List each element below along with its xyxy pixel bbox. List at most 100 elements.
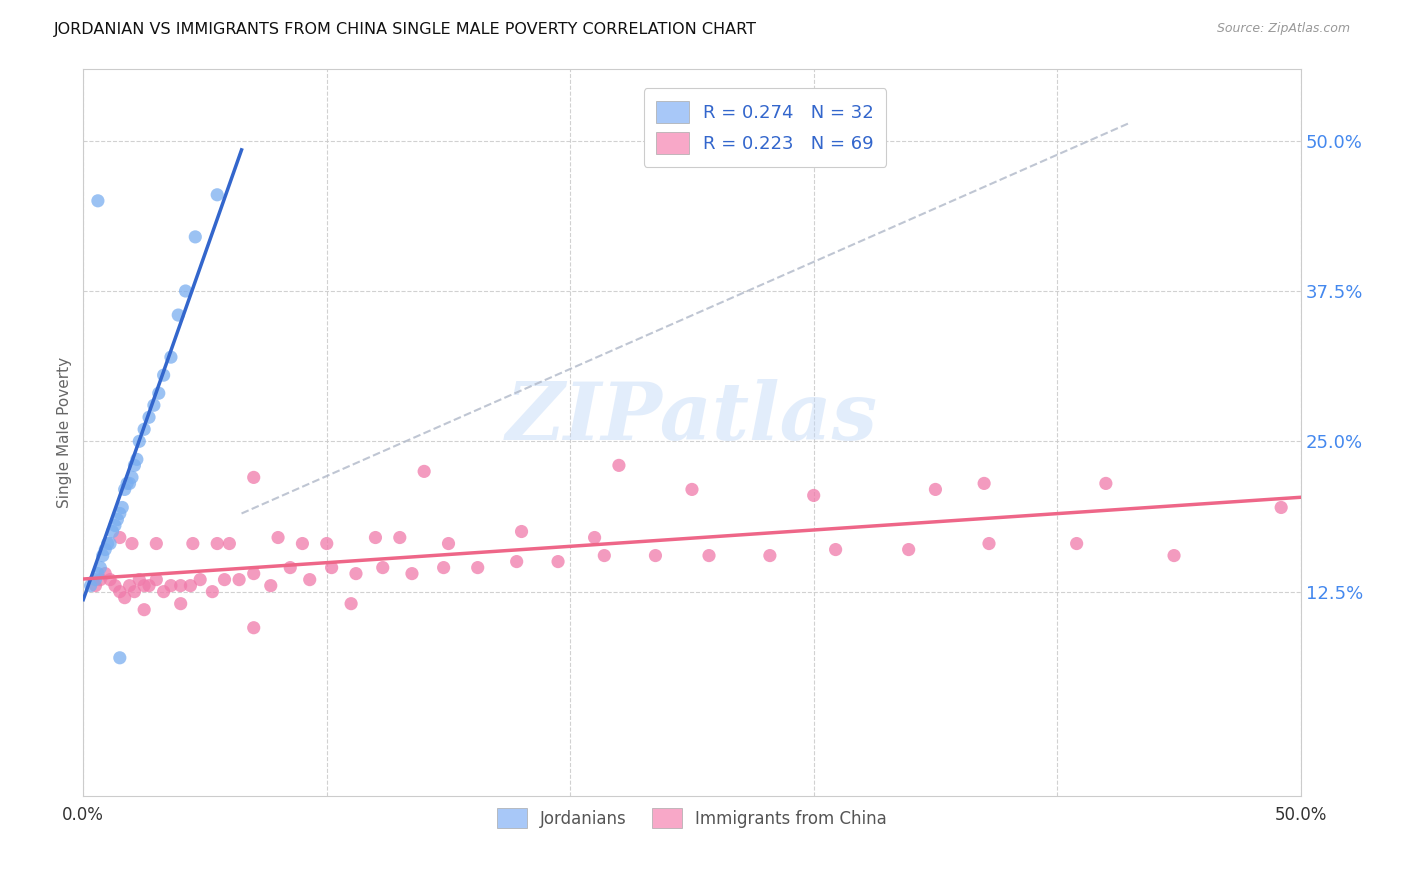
- Point: [315, 536, 337, 550]
- Text: 50.0%: 50.0%: [1274, 805, 1327, 823]
- Point: [184, 230, 207, 244]
- Point: [214, 573, 236, 587]
- Point: [128, 573, 150, 587]
- Point: [321, 560, 343, 574]
- Point: [114, 591, 136, 605]
- Point: [371, 560, 394, 574]
- Point: [174, 284, 197, 298]
- Point: [84, 579, 107, 593]
- Point: [803, 488, 825, 502]
- Point: [1163, 549, 1185, 563]
- Point: [87, 566, 110, 581]
- Point: [87, 194, 110, 208]
- Point: [101, 524, 124, 539]
- Text: JORDANIAN VS IMMIGRANTS FROM CHINA SINGLE MALE POVERTY CORRELATION CHART: JORDANIAN VS IMMIGRANTS FROM CHINA SINGL…: [53, 22, 756, 37]
- Point: [437, 536, 460, 550]
- Point: [152, 584, 174, 599]
- Point: [547, 555, 569, 569]
- Point: [401, 566, 423, 581]
- Point: [583, 531, 606, 545]
- Point: [388, 531, 411, 545]
- Point: [125, 452, 148, 467]
- Point: [205, 187, 228, 202]
- Point: [121, 470, 143, 484]
- Point: [170, 579, 193, 593]
- Point: [977, 536, 1000, 550]
- Text: ZIPatlas: ZIPatlas: [506, 379, 877, 457]
- Point: [118, 579, 141, 593]
- Point: [89, 560, 111, 574]
- Point: [278, 560, 301, 574]
- Point: [607, 458, 630, 473]
- Point: [124, 458, 146, 473]
- Point: [79, 579, 101, 593]
- Point: [160, 350, 183, 364]
- Point: [114, 483, 136, 497]
- Point: [201, 584, 224, 599]
- Point: [148, 386, 170, 401]
- Point: [897, 542, 920, 557]
- Point: [697, 549, 720, 563]
- Point: [340, 597, 363, 611]
- Point: [108, 584, 131, 599]
- Y-axis label: Single Male Poverty: Single Male Poverty: [58, 357, 72, 508]
- Point: [134, 579, 156, 593]
- Point: [510, 524, 533, 539]
- Point: [291, 536, 314, 550]
- Point: [97, 536, 120, 550]
- Point: [242, 566, 264, 581]
- Point: [505, 555, 527, 569]
- Point: [145, 536, 167, 550]
- Point: [94, 542, 117, 557]
- Point: [108, 650, 131, 665]
- Point: [344, 566, 367, 581]
- Point: [134, 422, 156, 436]
- Point: [134, 603, 156, 617]
- Point: [242, 470, 264, 484]
- Point: [228, 573, 250, 587]
- Point: [98, 573, 121, 587]
- Point: [104, 579, 127, 593]
- Point: [467, 560, 489, 574]
- Point: [167, 308, 190, 322]
- Point: [644, 549, 666, 563]
- Point: [1066, 536, 1088, 550]
- Point: [152, 368, 174, 383]
- Point: [218, 536, 240, 550]
- Point: [681, 483, 703, 497]
- Point: [260, 579, 283, 593]
- Point: [84, 573, 107, 587]
- Point: [1270, 500, 1292, 515]
- Point: [121, 536, 143, 550]
- Point: [924, 483, 946, 497]
- Point: [433, 560, 456, 574]
- Legend: Jordanians, Immigrants from China: Jordanians, Immigrants from China: [491, 801, 894, 835]
- Point: [105, 512, 128, 526]
- Point: [111, 500, 134, 515]
- Point: [413, 464, 436, 478]
- Point: [115, 476, 138, 491]
- Point: [188, 573, 211, 587]
- Point: [128, 434, 150, 449]
- Point: [118, 476, 141, 491]
- Point: [759, 549, 782, 563]
- Point: [364, 531, 387, 545]
- Point: [1095, 476, 1118, 491]
- Point: [124, 584, 146, 599]
- Point: [108, 507, 131, 521]
- Point: [593, 549, 616, 563]
- Point: [298, 573, 321, 587]
- Text: Source: ZipAtlas.com: Source: ZipAtlas.com: [1216, 22, 1350, 36]
- Point: [104, 518, 127, 533]
- Point: [98, 536, 121, 550]
- Point: [91, 549, 114, 563]
- Point: [138, 410, 160, 425]
- Point: [242, 621, 264, 635]
- Point: [108, 531, 131, 545]
- Point: [179, 579, 201, 593]
- Point: [138, 579, 160, 593]
- Point: [94, 566, 117, 581]
- Point: [89, 573, 111, 587]
- Point: [170, 597, 193, 611]
- Text: 0.0%: 0.0%: [62, 805, 104, 823]
